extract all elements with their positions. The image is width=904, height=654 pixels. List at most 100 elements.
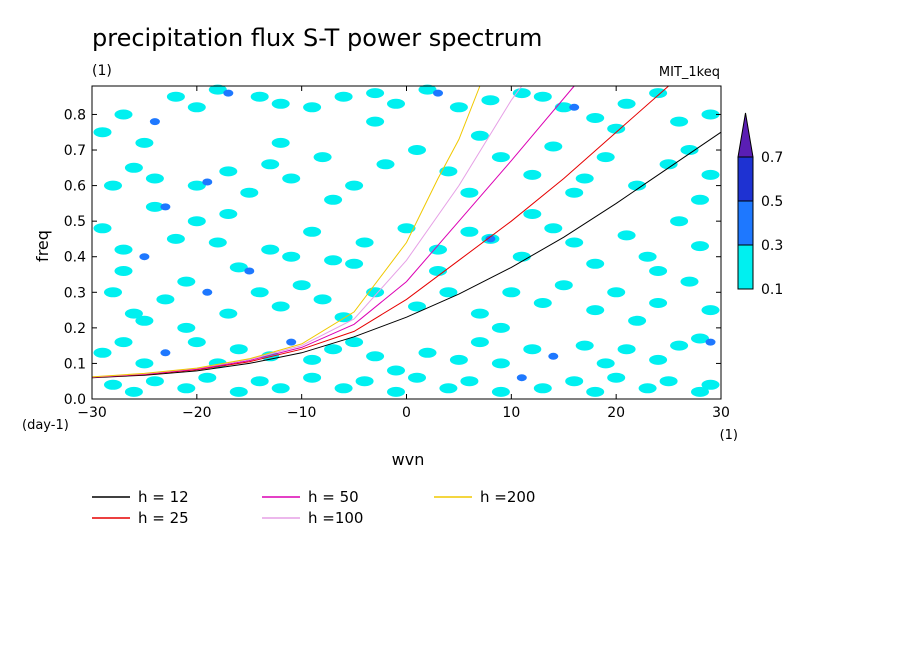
contour-patch [418, 84, 437, 95]
chart-title: precipitation flux S-T power spectrum [92, 24, 542, 52]
contour-patch [334, 312, 353, 323]
contour-patch [460, 187, 479, 198]
contour-patch [691, 194, 709, 205]
colorbar-segment [737, 156, 754, 202]
plot-area: −30 −20 −10 0 10 20 30 0.0 0.1 0.2 0.3 0.4 0.5 0.6 0.7… [64, 84, 730, 421]
contour-patch [286, 338, 297, 346]
contour-patch [408, 301, 426, 312]
contour-patch [491, 322, 510, 333]
y-axis-label: freq [33, 230, 52, 262]
dispersion-curve [91, 131, 722, 379]
contour-patch [376, 159, 395, 170]
contour-patch [433, 89, 443, 97]
contour-patch [429, 244, 447, 255]
contour-patch [638, 383, 657, 394]
contour-patch [596, 358, 615, 369]
contour-patch [135, 358, 154, 369]
contour-patch [271, 137, 290, 148]
contour-patch [114, 266, 133, 276]
contour-patch [607, 372, 626, 383]
y-tick-label: 0.7 [64, 143, 86, 159]
contour-patch [418, 347, 437, 358]
contour-patch [502, 287, 521, 298]
contour-patch [544, 223, 563, 234]
contour-patch [512, 251, 531, 262]
x-tick-label: 10 [502, 405, 520, 421]
legend-label: h = 25 [138, 509, 189, 527]
contour-patch [701, 109, 720, 120]
contour-patch [229, 386, 248, 397]
contour-patch [104, 180, 122, 191]
contour-patch [334, 383, 353, 394]
contour-patch [114, 244, 133, 255]
contour-patch [160, 349, 171, 357]
contour-patch [271, 301, 290, 312]
contour-patch [345, 337, 364, 348]
contour-patch [491, 152, 510, 163]
x-tick-label: 20 [607, 405, 625, 421]
x-tick-label: −10 [287, 405, 317, 421]
contour-patch [223, 89, 234, 97]
contour-patch [516, 374, 527, 382]
contour-patch [208, 237, 227, 248]
contour-patch [229, 262, 248, 273]
contour-patch [586, 386, 605, 397]
contour-patch [533, 383, 552, 394]
contour-patch [617, 344, 636, 355]
contour-patch [470, 130, 489, 141]
y-tick-label: 0.6 [64, 179, 86, 195]
contour-patch [680, 276, 699, 287]
contour-patch [324, 255, 343, 266]
contour-patch [202, 178, 213, 186]
contour-patch [366, 116, 385, 127]
contour-patch [586, 305, 605, 316]
contour-patch [149, 118, 160, 126]
contour-patch [691, 333, 709, 344]
contour-patch [701, 169, 720, 180]
contour-patch [187, 216, 206, 227]
contour-patch [512, 88, 531, 99]
x-tick-label: 30 [712, 405, 730, 421]
y-tick-label: 0.8 [64, 107, 86, 123]
dispersion-curve [91, 85, 481, 378]
contour-patch [334, 91, 353, 102]
colorbar-arrow [737, 112, 754, 158]
contour-patch [187, 102, 206, 113]
contour-patch [705, 338, 716, 346]
contour-patch [124, 162, 143, 173]
contour-patch [649, 266, 668, 276]
contour-patch [449, 354, 468, 365]
contour-patch [345, 180, 364, 191]
contour-patch [691, 386, 709, 397]
contour-patch [324, 344, 343, 355]
contour-patch [565, 237, 584, 248]
contour-patch [313, 152, 332, 163]
y-tick-label: 0.1 [64, 356, 86, 372]
contour-patch [628, 315, 647, 326]
contour-patch [575, 340, 594, 351]
contour-patch [145, 173, 164, 184]
contour-patch [491, 386, 510, 397]
colorbar-label: 0.3 [761, 238, 783, 254]
contour-patch [166, 233, 185, 244]
contour-patch [229, 344, 248, 355]
contour-patch [387, 386, 405, 397]
contour-patch [135, 315, 154, 326]
colorbar-segment [737, 200, 754, 246]
contour-patch [649, 298, 668, 308]
contour-patch [282, 251, 301, 262]
x-tick-label: 0 [402, 405, 411, 421]
contour-patch [139, 253, 150, 261]
contour-patch [554, 102, 573, 113]
contour-patch [219, 209, 238, 219]
y-tick-label: 0.5 [64, 214, 86, 230]
contour-patch [659, 159, 678, 170]
contour-patch [439, 383, 458, 394]
contour-patch [491, 358, 510, 369]
contour-patch [470, 337, 489, 348]
contour-patch [670, 340, 689, 351]
contour-patch [124, 308, 143, 319]
colorbar: 0.7 0.5 0.3 0.1 [737, 112, 783, 298]
contour-patch [617, 230, 636, 241]
